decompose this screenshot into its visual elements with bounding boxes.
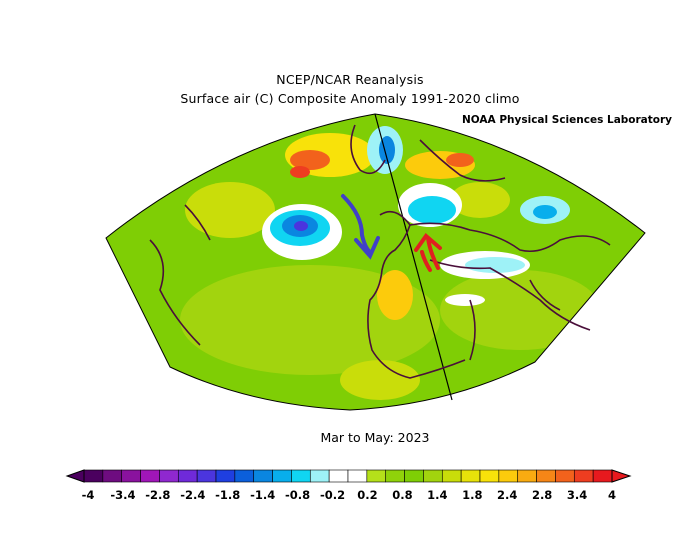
- cold-region: [294, 221, 308, 231]
- colorbar-tick-label: 2.8: [531, 488, 553, 502]
- cold-region: [533, 205, 557, 219]
- meridian-line: [374, 113, 453, 401]
- colorbar-cell: [441, 469, 462, 483]
- colorbar-cell: [592, 469, 613, 483]
- colorbar-cell: [196, 469, 217, 483]
- colorbar-cell: [366, 469, 387, 483]
- colorbar-cell: [498, 469, 519, 483]
- cold-region: [445, 294, 485, 306]
- colorbar-cell: [385, 469, 405, 483]
- colorbar-cell: [309, 469, 330, 483]
- period-label: Mar to May: 2023: [320, 430, 430, 445]
- warm-region: [440, 270, 600, 350]
- coastlines: [149, 124, 611, 379]
- colorbar-tick-label: -1.4: [250, 488, 276, 502]
- colorbar-tick-label: 0.8: [392, 488, 413, 502]
- map-subtitle: Surface air (C) Composite Anomaly 1991-2…: [180, 91, 520, 106]
- blue-arrow-icon: [341, 194, 380, 260]
- colorbar-tick-label: -3.4: [110, 488, 136, 502]
- colorbar-max-triangle: [611, 469, 632, 483]
- lab-credit: NOAA Physical Sciences Laboratory: [462, 114, 673, 126]
- colorbar-tick-label: -0.8: [285, 488, 311, 502]
- colorbar-cell: [140, 469, 160, 483]
- warm-region: [185, 182, 275, 238]
- colorbar-tick-label: 1.4: [427, 488, 448, 502]
- cold-region: [408, 196, 456, 224]
- colorbar-tick-label: -2.8: [145, 488, 171, 502]
- colorbar-tick-label: 3.4: [566, 488, 588, 502]
- colorbar-cell: [536, 469, 556, 483]
- colorbar-min-triangle: [65, 469, 85, 483]
- colorbar-tick-label: 4: [607, 488, 617, 502]
- colorbar-cell: [102, 469, 123, 483]
- hot-region: [290, 150, 330, 170]
- colorbar-tick-label: -4: [81, 488, 95, 502]
- colorbar-cell: [555, 469, 575, 483]
- colorbar-cell: [404, 469, 424, 483]
- colorbar-cell: [423, 469, 443, 483]
- colorbar-cell: [234, 469, 255, 483]
- colorbar-cell: [83, 469, 104, 483]
- colorbar-cell: [460, 469, 481, 483]
- colorbar-cell: [517, 469, 537, 483]
- warm-region: [340, 360, 420, 400]
- colorbar-tick-label: 2.4: [497, 488, 518, 502]
- colorbar-tick-label: 1.8: [462, 488, 483, 502]
- colorbar-cell: [253, 469, 273, 483]
- hot-region: [446, 153, 474, 167]
- warm-region: [377, 270, 413, 320]
- colorbar-cell: [121, 469, 141, 483]
- warm-region: [450, 182, 510, 218]
- colorbar-cell: [573, 469, 594, 483]
- map-border: [105, 113, 646, 411]
- colorbar-cell: [347, 469, 368, 483]
- colorbar-tick-label: -2.4: [180, 488, 206, 502]
- colorbar-tick-label: 0.2: [357, 488, 378, 502]
- colorbar-tick-label: -1.8: [215, 488, 241, 502]
- red-arrow-icon: [414, 233, 442, 272]
- colorbar-cell: [159, 469, 179, 483]
- colorbar-cell: [272, 469, 292, 483]
- colorbar-cell: [479, 469, 500, 483]
- colorbar-cell: [291, 469, 311, 483]
- map-title: NCEP/NCAR Reanalysis: [276, 72, 424, 87]
- hot-region: [290, 166, 310, 178]
- colorbar-cell: [215, 469, 236, 483]
- colorbar-cell: [328, 469, 349, 483]
- colorbar-tick-label: -0.2: [319, 488, 346, 502]
- colorbar-cell: [177, 469, 198, 483]
